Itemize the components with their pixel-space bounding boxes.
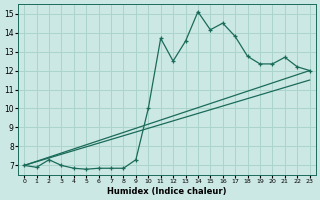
X-axis label: Humidex (Indice chaleur): Humidex (Indice chaleur) — [107, 187, 227, 196]
